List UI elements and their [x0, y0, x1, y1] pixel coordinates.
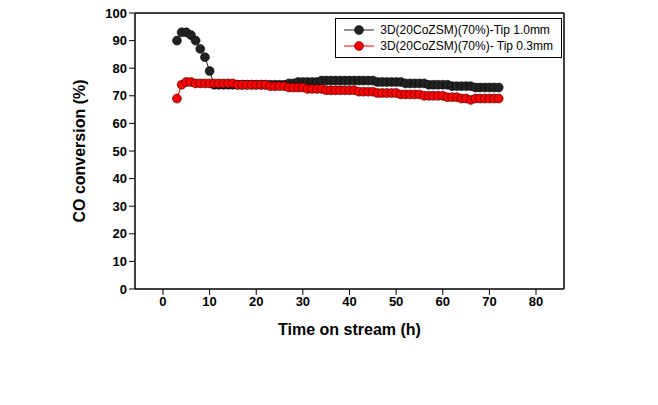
svg-text:40: 40	[342, 294, 356, 309]
svg-text:70: 70	[482, 294, 496, 309]
svg-text:50: 50	[113, 144, 127, 159]
svg-text:100: 100	[105, 8, 127, 21]
svg-text:0: 0	[159, 294, 166, 309]
svg-text:20: 20	[113, 226, 127, 241]
svg-text:10: 10	[202, 294, 216, 309]
svg-text:50: 50	[389, 294, 403, 309]
svg-text:30: 30	[296, 294, 310, 309]
svg-text:60: 60	[113, 116, 127, 131]
svg-text:80: 80	[529, 294, 543, 309]
svg-text:30: 30	[113, 199, 127, 214]
svg-text:Time on stream (h): Time on stream (h)	[278, 321, 421, 338]
svg-text:CO conversion (%): CO conversion (%)	[71, 79, 88, 222]
svg-text:90: 90	[113, 33, 127, 48]
svg-text:20: 20	[249, 294, 263, 309]
svg-text:60: 60	[436, 294, 450, 309]
svg-text:80: 80	[113, 61, 127, 76]
svg-text:70: 70	[113, 88, 127, 103]
html-text:3D(20CoZSM)(70%)- Tip 0.3mm: 3D(20CoZSM)(70%)- Tip 0.3mm	[380, 39, 553, 53]
svg-text:40: 40	[113, 171, 127, 186]
html-text:3D(20CoZSM)(70%)-Tip 1.0mm: 3D(20CoZSM)(70%)-Tip 1.0mm	[380, 23, 550, 37]
svg-text:10: 10	[113, 254, 127, 269]
svg-text:0: 0	[120, 282, 127, 297]
